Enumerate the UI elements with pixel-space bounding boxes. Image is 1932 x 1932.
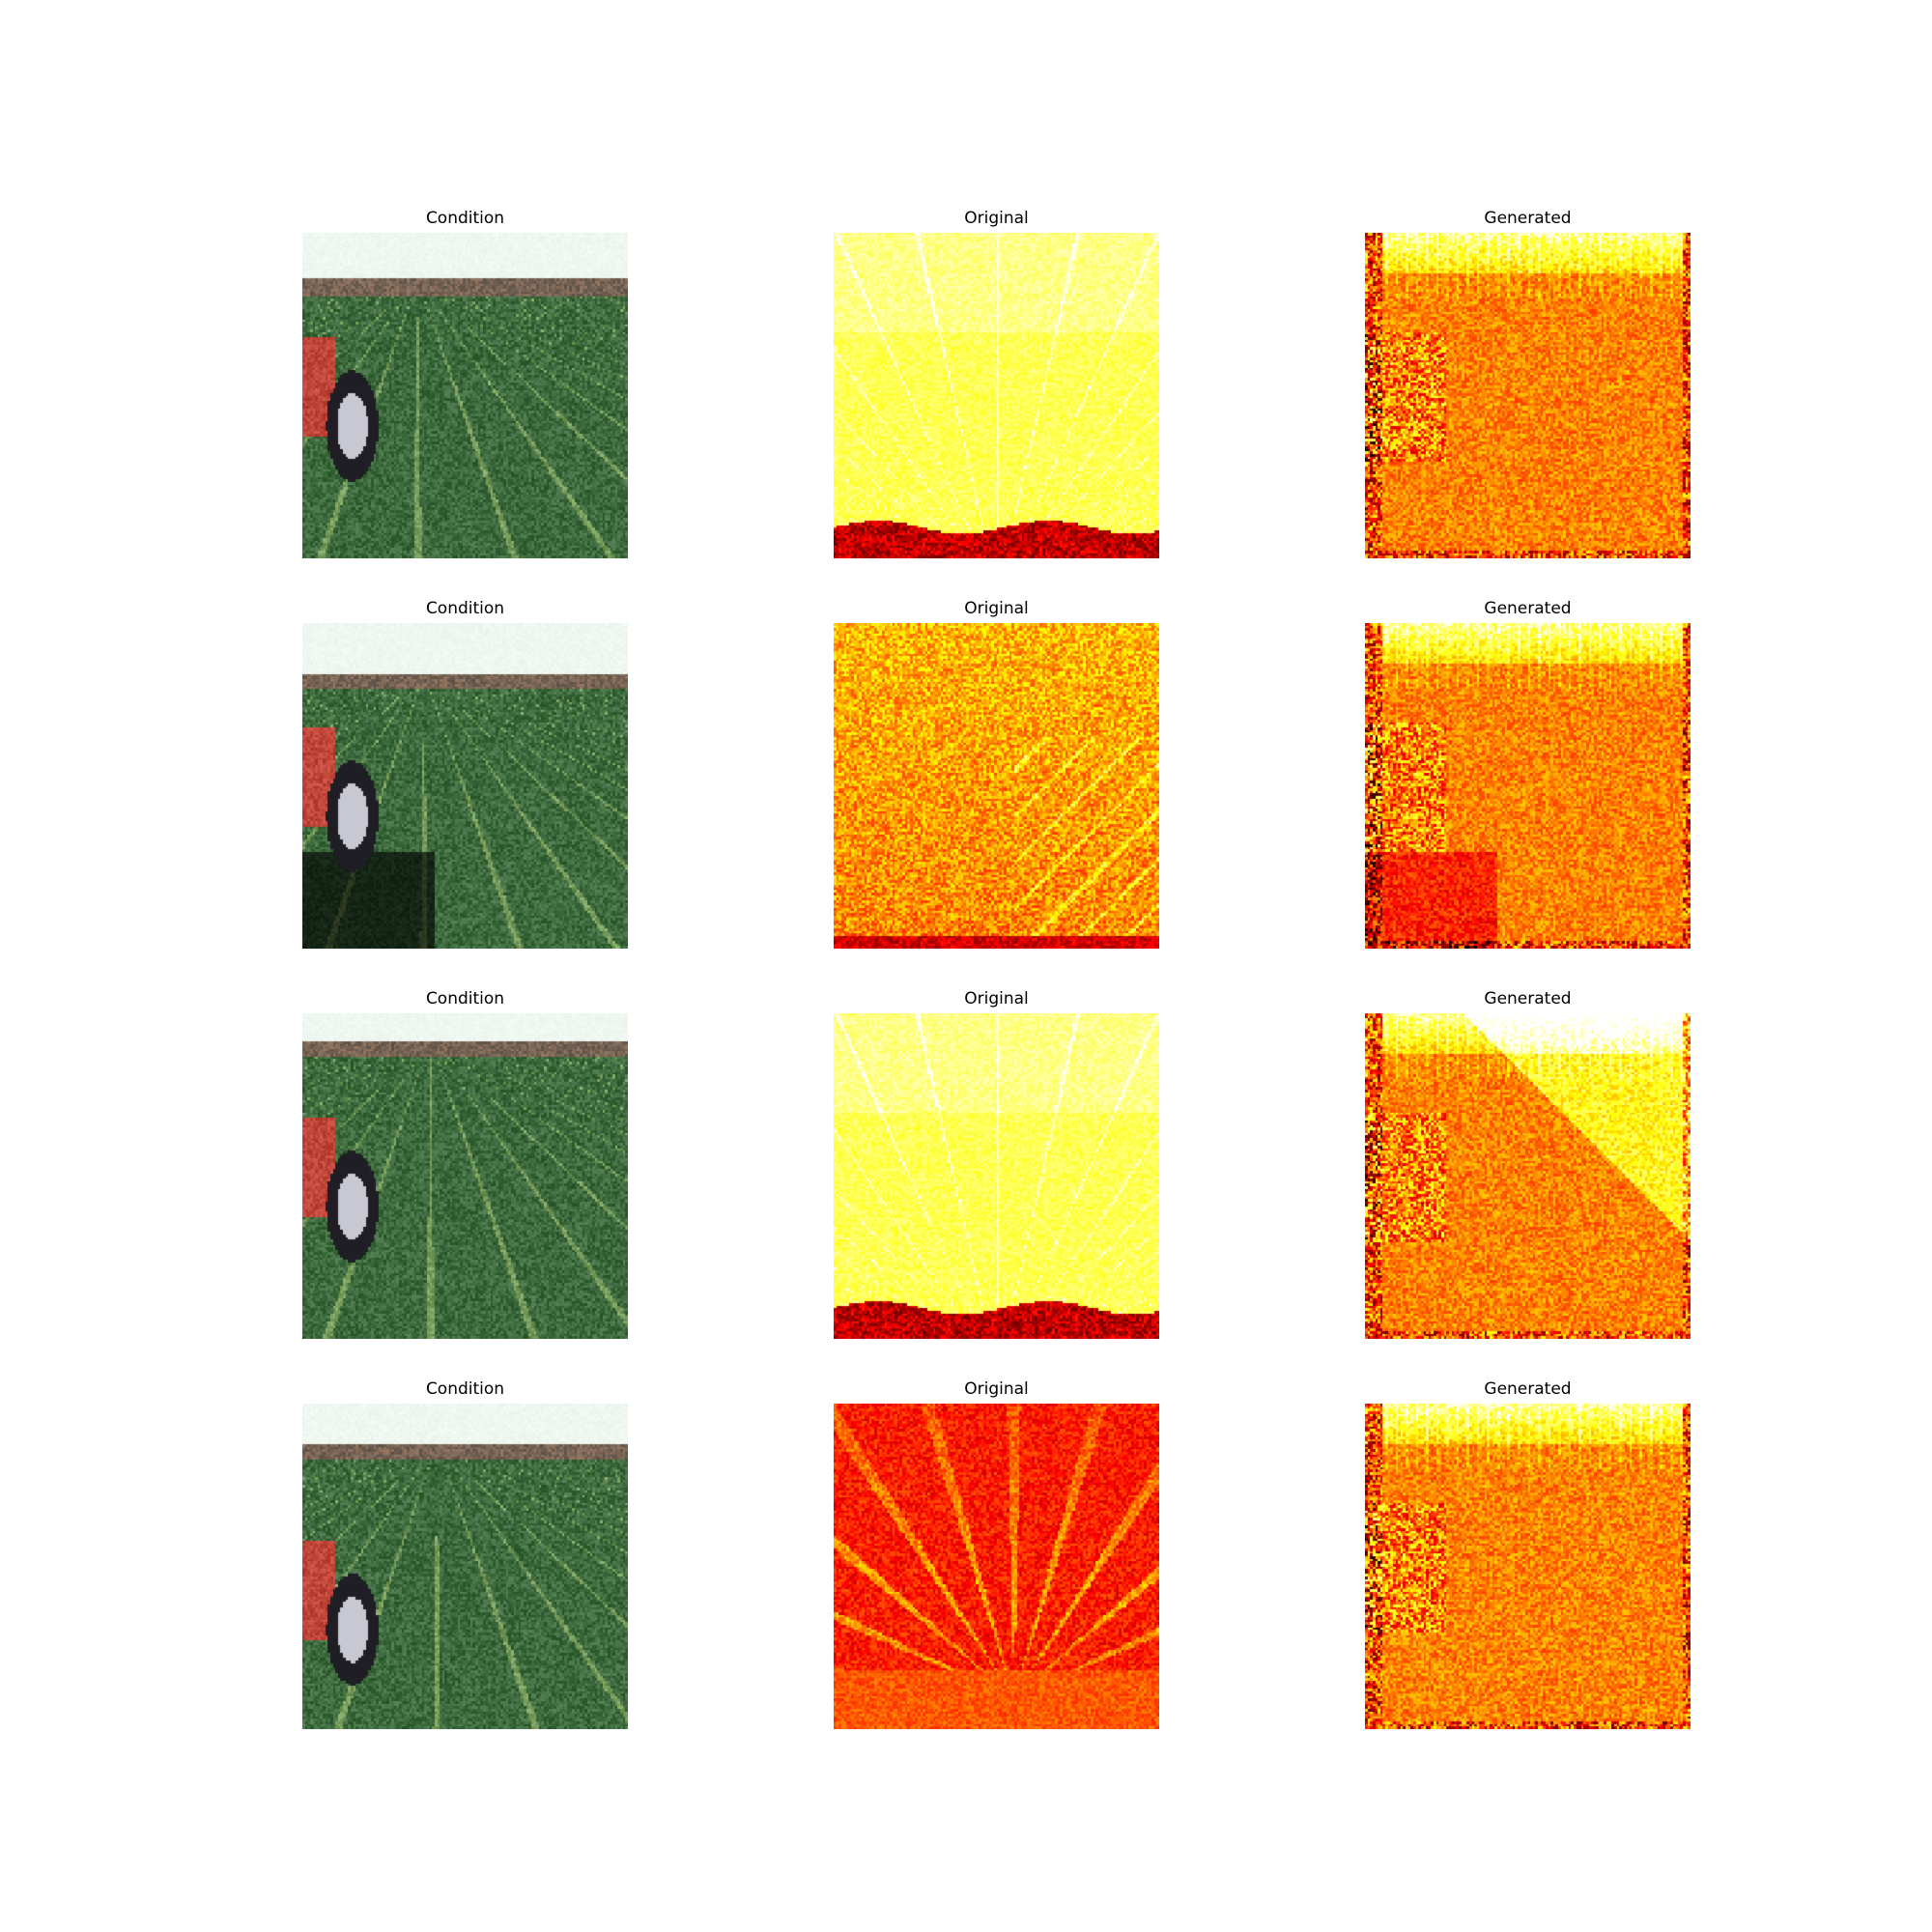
condition-image-4 — [302, 1404, 628, 1729]
panel-title-generated-4: Generated — [1484, 1379, 1572, 1399]
condition-image-3 — [302, 1013, 628, 1339]
panel-title-condition-1: Condition — [425, 209, 505, 228]
generated-map-2 — [1365, 623, 1690, 949]
panel-title-condition-4: Condition — [425, 1379, 505, 1399]
panel-title-original-1: Original — [964, 209, 1029, 228]
generated-map-1 — [1365, 233, 1690, 558]
panel-title-generated-2: Generated — [1484, 599, 1572, 618]
panel-title-original-4: Original — [964, 1379, 1029, 1399]
original-map-1 — [834, 233, 1159, 558]
original-map-3 — [834, 1013, 1159, 1339]
original-map-2 — [834, 623, 1159, 949]
panel-title-original-2: Original — [964, 599, 1029, 618]
generated-map-4 — [1365, 1404, 1690, 1729]
condition-image-1 — [302, 233, 628, 558]
panel-title-original-3: Original — [964, 989, 1029, 1009]
generated-map-3 — [1365, 1013, 1690, 1339]
original-map-4 — [834, 1404, 1159, 1729]
condition-image-2 — [302, 623, 628, 949]
panel-title-generated-1: Generated — [1484, 209, 1572, 228]
panel-title-condition-2: Condition — [425, 599, 505, 618]
panel-title-condition-3: Condition — [425, 989, 505, 1009]
panel-title-generated-3: Generated — [1484, 989, 1572, 1009]
